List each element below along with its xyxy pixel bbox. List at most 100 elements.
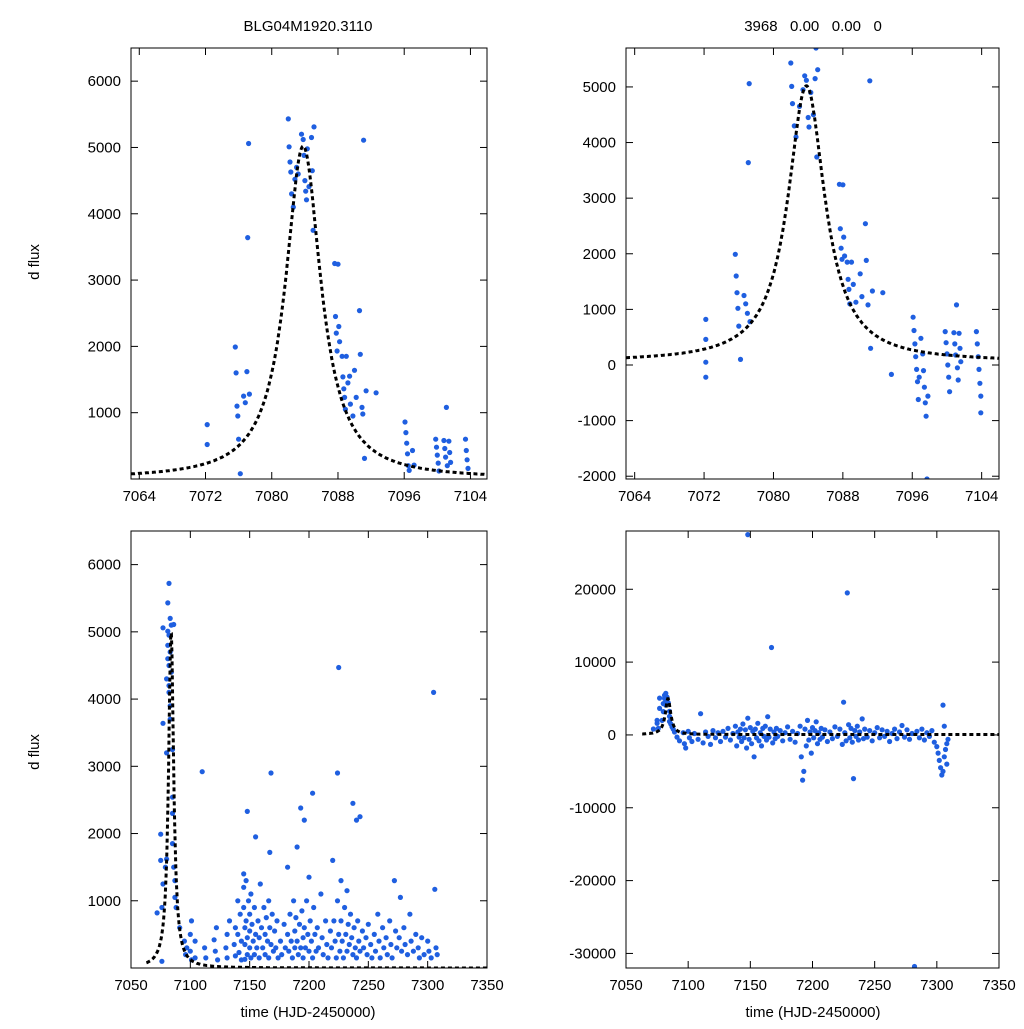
data-point <box>792 739 798 745</box>
data-point <box>805 114 811 121</box>
data-point <box>357 948 363 954</box>
data-point <box>353 955 360 961</box>
data-point <box>224 931 230 938</box>
data-point <box>755 720 761 726</box>
ylabel-bottom: d flux <box>26 734 43 770</box>
data-point <box>250 938 256 944</box>
data-point <box>916 735 923 741</box>
data-point <box>199 769 205 775</box>
data-point <box>813 48 819 51</box>
data-point <box>237 471 243 477</box>
data-point <box>803 77 810 83</box>
plot-frame <box>130 530 488 969</box>
data-point <box>281 921 287 927</box>
data-point <box>247 945 253 951</box>
data-point <box>245 898 252 904</box>
data-point <box>443 404 449 410</box>
data-point <box>914 379 921 385</box>
data-point <box>389 955 395 961</box>
data-point <box>244 935 250 941</box>
data-point <box>788 60 794 66</box>
data-point <box>302 945 308 951</box>
y-tick-label: -20000 <box>569 873 616 890</box>
data-point <box>789 101 796 107</box>
data-point <box>812 76 818 82</box>
data-point <box>343 931 349 938</box>
data-point <box>294 844 300 850</box>
y-tick-label: 2000 <box>583 246 616 263</box>
data-point <box>285 864 291 870</box>
data-point <box>363 388 369 394</box>
data-point <box>700 740 706 746</box>
data-point <box>683 745 689 751</box>
data-point <box>790 728 796 734</box>
data-point <box>934 744 940 750</box>
data-point <box>837 726 843 732</box>
data-point <box>295 952 301 958</box>
y-tick-label: 6000 <box>88 73 121 90</box>
data-point <box>256 935 262 941</box>
data-point <box>324 941 330 948</box>
data-point <box>254 945 260 951</box>
data-point <box>277 938 284 944</box>
data-point <box>839 741 845 748</box>
data-point <box>945 362 951 368</box>
x-tick-label: 7200 <box>796 977 829 994</box>
data-point <box>443 454 449 460</box>
data-point <box>892 726 898 732</box>
data-point <box>953 302 960 308</box>
data-point <box>912 341 918 347</box>
data-point <box>266 955 272 961</box>
data-point <box>725 725 731 732</box>
data-point <box>244 952 250 958</box>
data-point <box>381 945 387 951</box>
data-point <box>434 452 440 458</box>
data-point <box>253 834 259 840</box>
data-point <box>841 234 847 240</box>
data-point <box>657 695 663 701</box>
data-point <box>703 359 709 365</box>
data-point <box>906 736 913 742</box>
data-point <box>351 367 358 373</box>
data-point <box>822 727 828 733</box>
data-point <box>884 728 890 734</box>
y-tick-label: 10000 <box>574 654 616 671</box>
data-point <box>257 881 263 887</box>
data-point <box>410 948 416 954</box>
data-point <box>756 738 762 744</box>
data-point <box>442 445 448 452</box>
data-point <box>293 915 299 921</box>
data-point <box>654 717 660 724</box>
data-point <box>924 476 930 479</box>
data-point <box>676 738 683 744</box>
data-point <box>978 393 984 399</box>
data-point <box>401 925 407 931</box>
data-point <box>703 336 709 342</box>
plot-area <box>626 48 999 479</box>
data-point <box>447 449 453 456</box>
data-point <box>806 124 812 130</box>
data-point <box>158 857 164 864</box>
data-point <box>863 257 869 263</box>
xlabel-bottom-left: time (HJD-2450000) <box>240 1004 375 1021</box>
data-point <box>741 292 747 299</box>
data-point <box>204 422 210 428</box>
data-point <box>736 323 742 329</box>
data-point <box>657 705 663 712</box>
data-point <box>301 925 307 931</box>
y-tick-label: 3000 <box>583 190 616 207</box>
x-tick-label: 7080 <box>757 488 790 505</box>
data-point <box>733 273 739 279</box>
data-point <box>334 770 341 776</box>
data-point <box>212 948 218 954</box>
data-point <box>745 715 751 721</box>
data-point <box>911 963 918 968</box>
data-point <box>431 689 437 696</box>
data-point <box>294 938 300 944</box>
data-point <box>844 259 850 265</box>
data-point <box>356 938 362 944</box>
data-point <box>365 921 371 927</box>
data-point <box>434 952 440 958</box>
data-point <box>380 925 386 931</box>
data-point <box>349 935 355 941</box>
